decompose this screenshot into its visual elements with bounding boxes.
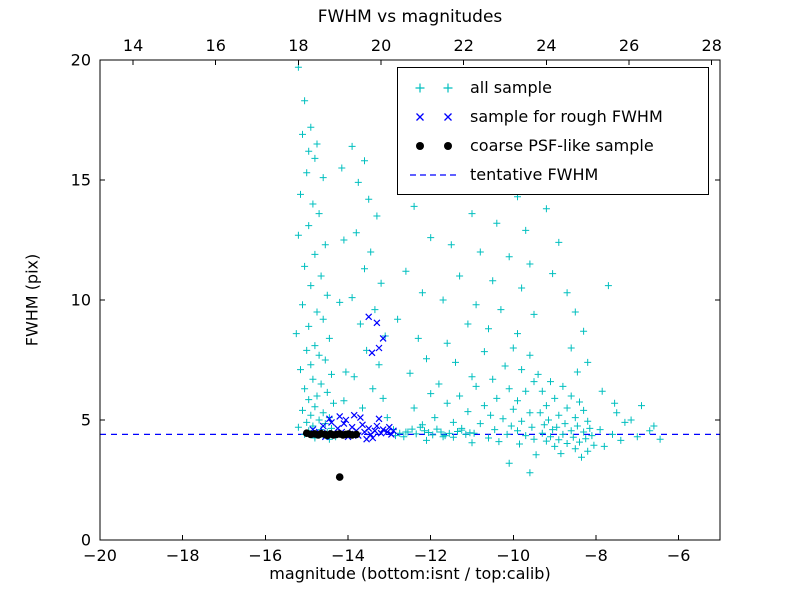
y-tick-label: 5 — [81, 411, 91, 430]
y-tick-label: 10 — [71, 291, 91, 310]
x-tick-label: −8 — [584, 546, 608, 565]
dashed-line-marker-icon — [410, 173, 458, 176]
legend-item: sample for rough FWHM — [398, 102, 708, 131]
top-tick-label: 14 — [123, 36, 143, 55]
legend-item-label: coarse PSF-like sample — [470, 136, 654, 155]
legend-item-label: sample for rough FWHM — [470, 107, 663, 126]
x-tick-label: −20 — [83, 546, 117, 565]
x-tick-label: −6 — [667, 546, 691, 565]
legend: all sample sample for rough FWHM coarse PS… — [397, 67, 709, 195]
x-tick-label: −18 — [166, 546, 200, 565]
legend-item-label: all sample — [470, 78, 552, 97]
series-rough-fwhm — [309, 313, 397, 443]
x-axis-label: magnitude (bottom:isnt / top:calib) — [269, 564, 551, 583]
plus-marker-icon — [415, 83, 453, 92]
x-tick-label: −10 — [496, 546, 530, 565]
legend-item: all sample — [398, 73, 708, 102]
top-tick-label: 18 — [288, 36, 308, 55]
top-tick-label: 26 — [619, 36, 639, 55]
legend-item-label: tentative FWHM — [470, 165, 599, 184]
top-tick-label: 16 — [206, 36, 226, 55]
chart-title: FWHM vs magnitudes — [317, 7, 503, 27]
dot-marker-icon — [416, 141, 452, 150]
x-tick-label: −16 — [248, 546, 282, 565]
top-tick-label: 22 — [454, 36, 474, 55]
y-tick-label: 0 — [81, 531, 91, 550]
top-tick-label: 24 — [536, 36, 556, 55]
y-tick-label: 15 — [71, 171, 91, 190]
x-tick-label: −12 — [414, 546, 448, 565]
y-axis-label: FWHM (pix) — [22, 253, 42, 347]
tick-marks — [99, 59, 720, 541]
legend-item: tentative FWHM — [398, 160, 708, 189]
x-tick-label: −14 — [331, 546, 365, 565]
series-psf-like-point — [335, 473, 344, 481]
series-psf-like-point — [352, 430, 361, 439]
y-tick-label: 20 — [71, 51, 91, 70]
legend-item: coarse PSF-like sample — [398, 131, 708, 160]
top-tick-label: 28 — [702, 36, 722, 55]
top-tick-label: 20 — [371, 36, 391, 55]
x-marker-icon — [416, 112, 452, 121]
